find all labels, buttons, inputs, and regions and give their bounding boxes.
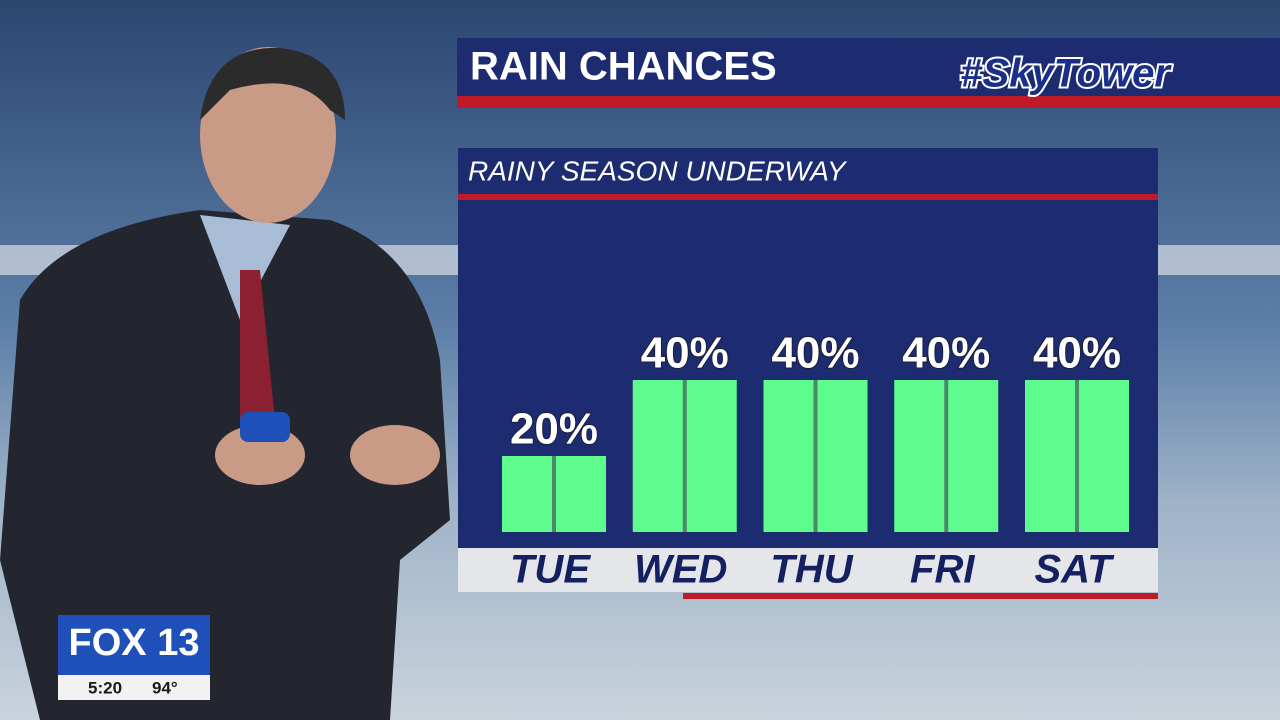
value-label: 20% xyxy=(510,405,598,454)
bar-divider xyxy=(813,380,818,532)
value-label: 40% xyxy=(641,329,729,378)
bottom-stripe xyxy=(683,593,1158,599)
presenter xyxy=(0,47,450,720)
x-tick-label: FRI xyxy=(910,548,975,592)
chart-title: RAIN CHANCES xyxy=(470,45,777,89)
station-box xyxy=(58,615,210,675)
value-label: 40% xyxy=(1033,329,1121,378)
bar-divider xyxy=(552,456,556,532)
bar-divider xyxy=(1075,380,1079,532)
x-tick-label: TUE xyxy=(510,548,591,592)
x-tick-label: WED xyxy=(634,548,727,592)
bar-divider xyxy=(944,380,949,532)
info-box xyxy=(58,675,210,700)
subtitle-stripe xyxy=(458,194,1158,200)
time: 5:20 xyxy=(88,678,122,697)
bar-divider xyxy=(682,380,687,532)
chart-subtitle: RAINY SEASON UNDERWAY xyxy=(468,155,848,186)
temperature: 94° xyxy=(152,678,178,697)
x-tick-label: THU xyxy=(770,548,853,592)
title-bar xyxy=(457,38,1280,96)
value-label: 40% xyxy=(771,329,859,378)
station-name: FOX 13 xyxy=(69,622,200,664)
title-stripe xyxy=(457,96,1280,108)
value-label: 40% xyxy=(902,329,990,378)
day-band xyxy=(458,548,1158,592)
x-tick-label: SAT xyxy=(1034,548,1115,592)
bars: 20% TUE 40% WED 40% THU 40% FRI 40% SAT xyxy=(502,328,1129,592)
logo: #SkyTower xyxy=(960,52,1172,96)
